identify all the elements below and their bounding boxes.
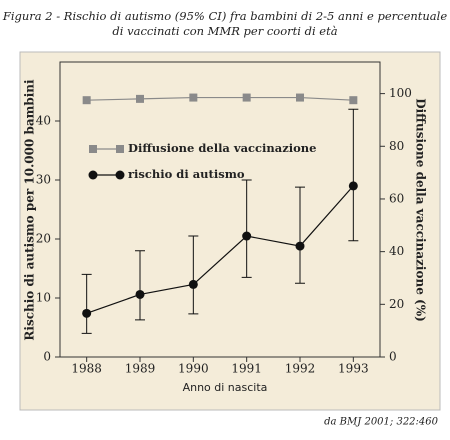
legend-marker — [115, 170, 125, 180]
marker — [242, 93, 251, 102]
marker — [82, 96, 91, 105]
chart-title: Figura 2 - Rischio di autismo (95% CI) f… — [2, 9, 447, 23]
y-tick-label: 30 — [36, 173, 51, 187]
marker — [82, 308, 92, 318]
marker — [349, 96, 358, 105]
x-tick-label: 1988 — [71, 362, 102, 376]
source: da BMJ 2001; 322:460 — [324, 417, 438, 428]
error-bar — [135, 250, 145, 321]
marker — [136, 94, 144, 103]
y-tick-label: 10 — [36, 291, 51, 305]
marker — [135, 289, 145, 299]
y2-tick-label: 40 — [389, 244, 404, 258]
legend-marker — [89, 145, 97, 153]
marker — [295, 241, 305, 251]
legend-marker — [88, 170, 98, 180]
y-axis-label: Rischio di autismo per 10.000 bambini — [23, 79, 37, 341]
y2-tick-label: 100 — [389, 86, 412, 100]
x-tick-label: 1993 — [338, 362, 369, 376]
y2-tick-label: 0 — [389, 350, 397, 364]
error-bar — [348, 108, 359, 242]
error-bar — [81, 273, 92, 334]
legend-label: rischio di autismo — [128, 167, 245, 181]
x-tick-label: 1989 — [125, 362, 156, 376]
legend-label: Diffusione della vaccinazione — [128, 141, 316, 155]
marker — [189, 93, 198, 102]
chart-subtitle: di vaccinati con MMR per coorti di età — [112, 24, 337, 38]
marker — [188, 279, 198, 289]
marker — [348, 181, 358, 191]
x-tick-label: 1990 — [178, 362, 209, 376]
y-tick-label: 20 — [36, 232, 51, 246]
y-tick-label: 0 — [43, 350, 51, 364]
x-tick-label: 1991 — [231, 362, 262, 376]
marker — [296, 93, 304, 102]
error-bar — [295, 186, 305, 284]
y2-tick-label: 60 — [389, 191, 404, 205]
x-tick-label: 1992 — [285, 362, 316, 376]
plot-frame — [59, 61, 381, 358]
series-line — [86, 96, 354, 101]
series-line — [86, 185, 354, 314]
y2-tick-label: 20 — [389, 297, 404, 311]
y2-axis-label: Diffusione della vaccinazione (%) — [414, 98, 428, 322]
marker — [242, 231, 252, 241]
error-bar — [241, 179, 252, 278]
x-axis-label: Anno di nascita — [183, 381, 268, 394]
error-bar — [188, 235, 199, 315]
y-tick-label: 40 — [36, 114, 51, 128]
legend-marker — [116, 145, 124, 153]
y2-tick-label: 80 — [389, 139, 404, 153]
chart-panel — [19, 51, 441, 411]
